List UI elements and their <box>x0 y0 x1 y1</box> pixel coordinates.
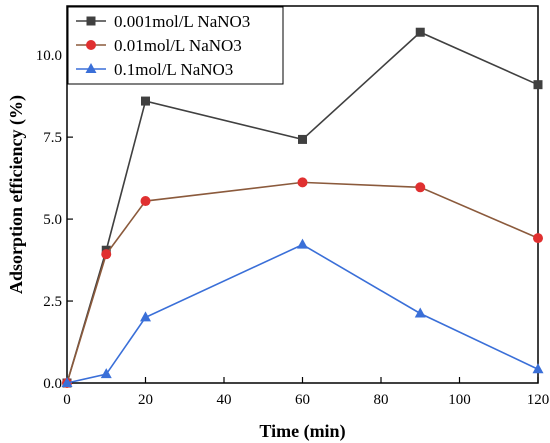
series-layer <box>61 27 544 388</box>
data-point <box>140 311 151 322</box>
data-point <box>415 182 426 193</box>
data-point <box>140 196 151 207</box>
x-tick-label: 20 <box>138 392 153 408</box>
data-point <box>414 307 426 318</box>
data-point <box>533 80 543 90</box>
data-point <box>101 249 112 260</box>
x-axis: 0 20 40 60 80 100 120 <box>63 377 549 408</box>
data-point <box>297 238 308 249</box>
data-point <box>297 177 308 188</box>
legend-marker <box>86 40 96 50</box>
legend-entry: 0.001mol/L NaNO3 <box>114 12 250 31</box>
data-point <box>141 96 150 106</box>
y-tick-label: 0.0 <box>43 376 62 392</box>
x-tick-label: 100 <box>448 392 471 408</box>
legend-entry: 0.01mol/L NaNO3 <box>114 36 242 55</box>
x-tick-label: 120 <box>527 392 550 408</box>
x-tick-label: 40 <box>217 392 232 408</box>
series-3 <box>61 238 544 387</box>
x-tick-label: 0 <box>63 392 71 408</box>
data-point <box>298 134 307 144</box>
legend-entry: 0.1mol/L NaNO3 <box>114 60 233 79</box>
series-line <box>66 31 539 384</box>
data-point <box>533 233 543 244</box>
x-tick-label: 80 <box>374 392 389 408</box>
y-tick-label: 7.5 <box>43 130 62 146</box>
series-line <box>66 243 539 384</box>
x-tick-label: 60 <box>295 392 310 408</box>
data-point <box>532 363 544 374</box>
y-tick-label: 5.0 <box>43 212 62 228</box>
legend-marker <box>85 63 97 73</box>
y-axis-title: Adsorption efficiency (%) <box>6 95 27 294</box>
series-line <box>66 181 539 384</box>
data-point <box>100 368 112 379</box>
data-point <box>61 377 73 387</box>
legend: 0.001mol/L NaNO3 0.01mol/L NaNO3 0.1mol/L … <box>67 6 284 85</box>
data-point <box>415 27 425 37</box>
y-tick-label: 10.0 <box>36 48 62 64</box>
y-tick-label: 2.5 <box>43 294 62 310</box>
legend-marker <box>86 16 96 26</box>
x-axis-title: Time (min) <box>259 421 345 442</box>
series-2 <box>62 177 543 388</box>
